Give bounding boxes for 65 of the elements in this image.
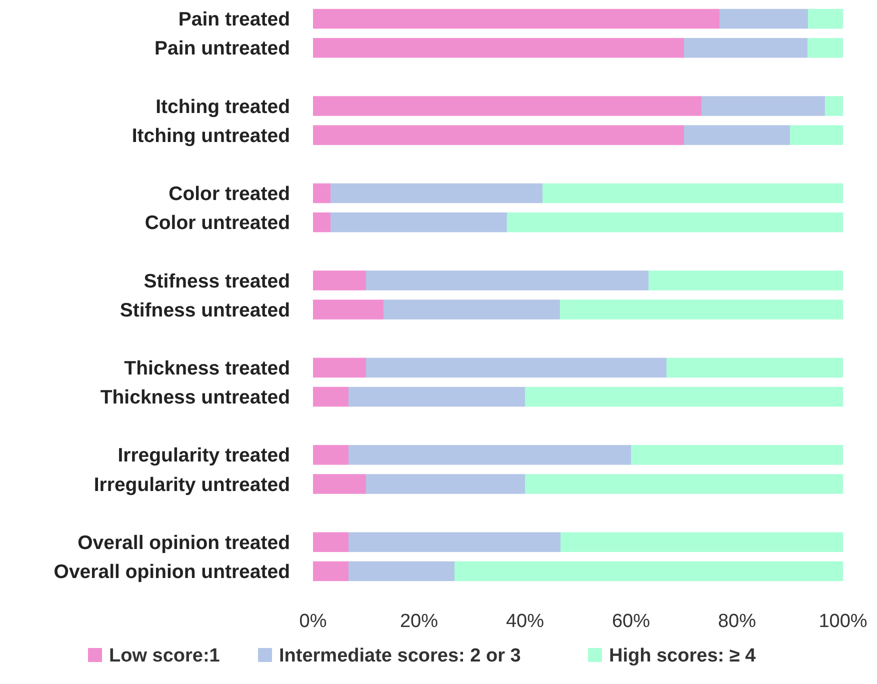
y-tick-label: Thickness treated: [124, 358, 290, 380]
bar: [525, 474, 843, 494]
bar: [330, 183, 542, 204]
bar: [313, 212, 330, 232]
bar: [366, 270, 648, 290]
y-tick-label: Itching untreated: [132, 124, 290, 147]
bar: [506, 212, 843, 232]
bar: [348, 445, 631, 465]
y-tick-label: Overall opinion untreated: [54, 561, 290, 584]
legend-label: Low score:1: [109, 646, 220, 667]
y-tick-label: Color untreated: [144, 212, 290, 234]
x-tick-label: 20%: [400, 611, 438, 632]
legend-label: Intermediate scores: 2 or 3: [279, 646, 521, 667]
bar: [313, 270, 366, 290]
x-tick-label: 80%: [718, 611, 756, 632]
bar: [366, 358, 667, 378]
x-tick-label: 0%: [299, 611, 327, 632]
bar: [348, 386, 525, 407]
bar: [313, 474, 366, 494]
legend-label: High scores: ≥ 4: [609, 646, 756, 667]
bar: [348, 561, 455, 582]
bar: [330, 212, 507, 232]
bar: [525, 386, 843, 407]
x-tick-label: 60%: [612, 611, 650, 632]
bar: [790, 125, 843, 145]
y-tick-label: Overall opinion treated: [78, 532, 290, 554]
y-tick-label: Pain treated: [178, 8, 290, 31]
bar: [366, 474, 525, 494]
bar: [454, 561, 843, 582]
bar: [313, 358, 366, 378]
bar: [701, 96, 825, 116]
bar: [313, 183, 330, 204]
bar: [313, 38, 684, 58]
y-tick-label: Pain untreated: [154, 38, 290, 60]
bar: [313, 96, 702, 116]
y-tick-label: Color treated: [168, 183, 290, 206]
bar: [631, 445, 843, 465]
bar: [313, 445, 349, 465]
bar: [824, 96, 843, 116]
bar: [684, 38, 808, 58]
bar: [313, 300, 384, 320]
bar: [684, 125, 790, 145]
bar: [720, 8, 808, 29]
bar: [313, 125, 684, 145]
bar: [313, 532, 349, 552]
bar: [383, 300, 560, 320]
bar: [313, 8, 720, 29]
bar: [542, 183, 843, 204]
bar: [807, 38, 843, 58]
bar: [560, 532, 843, 552]
x-tick-label: 100%: [818, 611, 868, 632]
bar: [313, 561, 349, 582]
bar: [348, 532, 561, 552]
y-tick-label: Stifness untreated: [120, 299, 290, 322]
y-tick-label: Stifness treated: [144, 270, 290, 292]
y-tick-label: Thickness untreated: [100, 386, 290, 409]
y-tick-label: Itching treated: [156, 96, 290, 118]
bar: [808, 8, 843, 29]
y-tick-label: Irregularity untreated: [94, 474, 290, 496]
bar: [560, 300, 843, 320]
y-tick-label: Irregularity treated: [118, 444, 290, 467]
bar: [648, 270, 843, 290]
x-tick-label: 40%: [506, 611, 544, 632]
bar: [666, 358, 843, 378]
bar: [313, 386, 349, 407]
